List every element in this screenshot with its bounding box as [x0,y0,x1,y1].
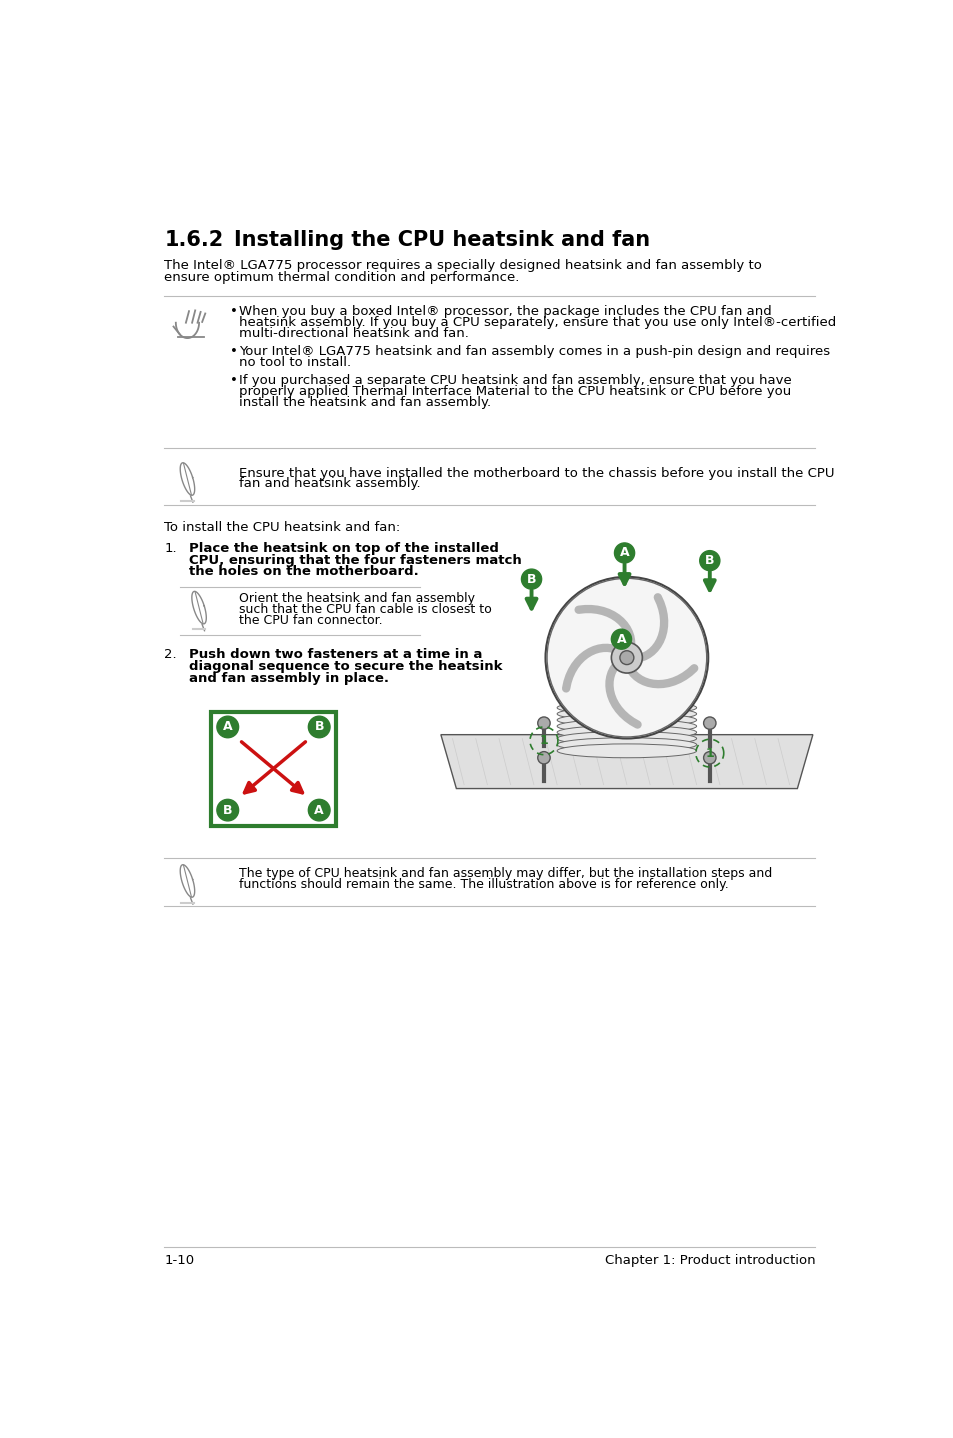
Text: Your Intel® LGA775 heatsink and fan assembly comes in a push-pin design and requ: Your Intel® LGA775 heatsink and fan asse… [239,345,830,358]
Ellipse shape [557,719,696,733]
Text: no tool to install.: no tool to install. [239,355,351,368]
Circle shape [216,800,238,821]
Text: A: A [223,720,233,733]
Text: and fan assembly in place.: and fan assembly in place. [189,672,389,684]
Circle shape [545,577,707,739]
Bar [211,712,335,825]
Text: diagonal sequence to secure the heatsink: diagonal sequence to secure the heatsink [189,660,502,673]
Circle shape [611,643,641,673]
Text: A: A [616,633,625,646]
Text: functions should remain the same. The illustration above is for reference only.: functions should remain the same. The il… [239,877,728,892]
Text: properly applied Thermal Interface Material to the CPU heatsink or CPU before yo: properly applied Thermal Interface Mater… [239,385,791,398]
Text: CPU, ensuring that the four fasteners match: CPU, ensuring that the four fasteners ma… [189,554,521,567]
Circle shape [614,544,634,562]
Text: The Intel® LGA775 processor requires a specially designed heatsink and fan assem: The Intel® LGA775 processor requires a s… [164,259,761,272]
Ellipse shape [557,725,696,739]
Circle shape [611,630,631,649]
Text: A: A [314,804,324,817]
Ellipse shape [557,700,696,715]
Text: the holes on the motherboard.: the holes on the motherboard. [189,565,418,578]
Ellipse shape [557,713,696,728]
Text: Ensure that you have installed the motherboard to the chassis before you install: Ensure that you have installed the mothe… [239,467,834,480]
Circle shape [537,718,550,729]
Text: B: B [704,554,714,567]
Circle shape [699,551,720,571]
Circle shape [521,569,541,590]
Text: Chapter 1: Product introduction: Chapter 1: Product introduction [604,1254,815,1267]
Text: B: B [526,572,536,585]
Text: heatsink assembly. If you buy a CPU separately, ensure that you use only Intel®-: heatsink assembly. If you buy a CPU sepa… [239,316,836,329]
Text: If you purchased a separate CPU heatsink and fan assembly, ensure that you have: If you purchased a separate CPU heatsink… [239,374,791,387]
Text: •: • [230,305,237,318]
Text: B: B [223,804,233,817]
Text: Orient the heatsink and fan assembly: Orient the heatsink and fan assembly [239,592,475,605]
Text: install the heatsink and fan assembly.: install the heatsink and fan assembly. [239,395,491,408]
Polygon shape [440,735,812,788]
Text: B: B [314,720,324,733]
Text: fan and heatsink assembly.: fan and heatsink assembly. [239,477,420,490]
Ellipse shape [557,732,696,745]
Text: 2.: 2. [164,649,176,661]
Circle shape [703,718,716,729]
Text: The type of CPU heatsink and fan assembly may differ, but the installation steps: The type of CPU heatsink and fan assembl… [239,867,772,880]
Circle shape [537,752,550,764]
Text: Push down two fasteners at a time in a: Push down two fasteners at a time in a [189,649,482,661]
Text: •: • [230,374,237,387]
Circle shape [619,651,633,664]
Circle shape [703,752,716,764]
Ellipse shape [557,707,696,720]
Text: 1.6.2: 1.6.2 [164,230,223,250]
Text: 1.: 1. [164,542,176,555]
Text: Place the heatsink on top of the installed: Place the heatsink on top of the install… [189,542,498,555]
Text: the CPU fan connector.: the CPU fan connector. [239,614,382,627]
Ellipse shape [557,738,696,752]
Text: ensure optimum thermal condition and performance.: ensure optimum thermal condition and per… [164,272,519,285]
Ellipse shape [557,743,696,758]
Text: •: • [230,345,237,358]
Text: 1: 1 [539,735,548,748]
Text: 1: 1 [704,746,714,759]
Circle shape [216,716,238,738]
Text: 1-10: 1-10 [164,1254,194,1267]
Text: such that the CPU fan cable is closest to: such that the CPU fan cable is closest t… [239,603,492,615]
Text: A: A [619,546,629,559]
Text: When you buy a boxed Intel® processor, the package includes the CPU fan and: When you buy a boxed Intel® processor, t… [239,305,771,318]
Text: multi-directional heatsink and fan.: multi-directional heatsink and fan. [239,326,469,339]
Circle shape [308,716,330,738]
Text: Installing the CPU heatsink and fan: Installing the CPU heatsink and fan [233,230,649,250]
Text: To install the CPU heatsink and fan:: To install the CPU heatsink and fan: [164,521,400,533]
Circle shape [308,800,330,821]
